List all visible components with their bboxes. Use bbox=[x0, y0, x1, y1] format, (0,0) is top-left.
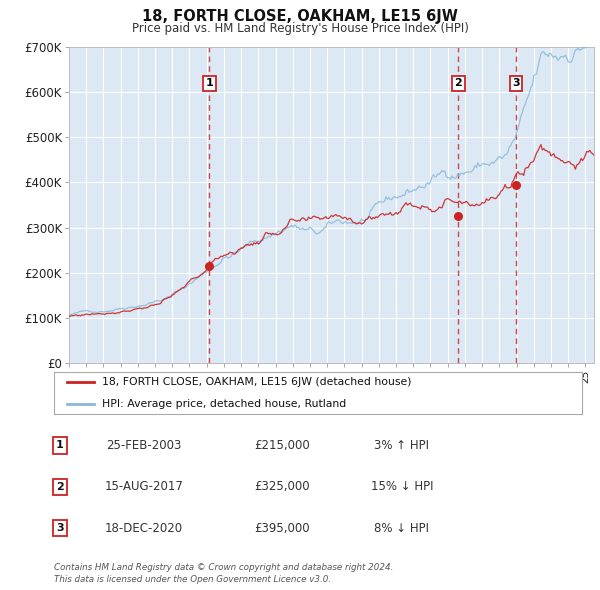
Text: 1: 1 bbox=[205, 78, 213, 88]
Text: This data is licensed under the Open Government Licence v3.0.: This data is licensed under the Open Gov… bbox=[54, 575, 331, 584]
Text: Contains HM Land Registry data © Crown copyright and database right 2024.: Contains HM Land Registry data © Crown c… bbox=[54, 563, 394, 572]
Text: 2: 2 bbox=[56, 482, 64, 491]
Text: HPI: Average price, detached house, Rutland: HPI: Average price, detached house, Rutl… bbox=[101, 399, 346, 408]
Text: £215,000: £215,000 bbox=[254, 439, 310, 452]
Text: 18, FORTH CLOSE, OAKHAM, LE15 6JW (detached house): 18, FORTH CLOSE, OAKHAM, LE15 6JW (detac… bbox=[101, 378, 411, 387]
Text: 15% ↓ HPI: 15% ↓ HPI bbox=[371, 480, 433, 493]
Text: 25-FEB-2003: 25-FEB-2003 bbox=[106, 439, 182, 452]
Text: £325,000: £325,000 bbox=[254, 480, 310, 493]
Text: 2: 2 bbox=[454, 78, 462, 88]
Text: Price paid vs. HM Land Registry's House Price Index (HPI): Price paid vs. HM Land Registry's House … bbox=[131, 22, 469, 35]
Text: 18-DEC-2020: 18-DEC-2020 bbox=[105, 522, 183, 535]
Text: 18, FORTH CLOSE, OAKHAM, LE15 6JW: 18, FORTH CLOSE, OAKHAM, LE15 6JW bbox=[142, 9, 458, 24]
Text: 3: 3 bbox=[56, 523, 64, 533]
Text: 3% ↑ HPI: 3% ↑ HPI bbox=[374, 439, 430, 452]
Text: 3: 3 bbox=[512, 78, 520, 88]
Text: 8% ↓ HPI: 8% ↓ HPI bbox=[374, 522, 430, 535]
Text: 1: 1 bbox=[56, 441, 64, 450]
Text: £395,000: £395,000 bbox=[254, 522, 310, 535]
Text: 15-AUG-2017: 15-AUG-2017 bbox=[104, 480, 184, 493]
